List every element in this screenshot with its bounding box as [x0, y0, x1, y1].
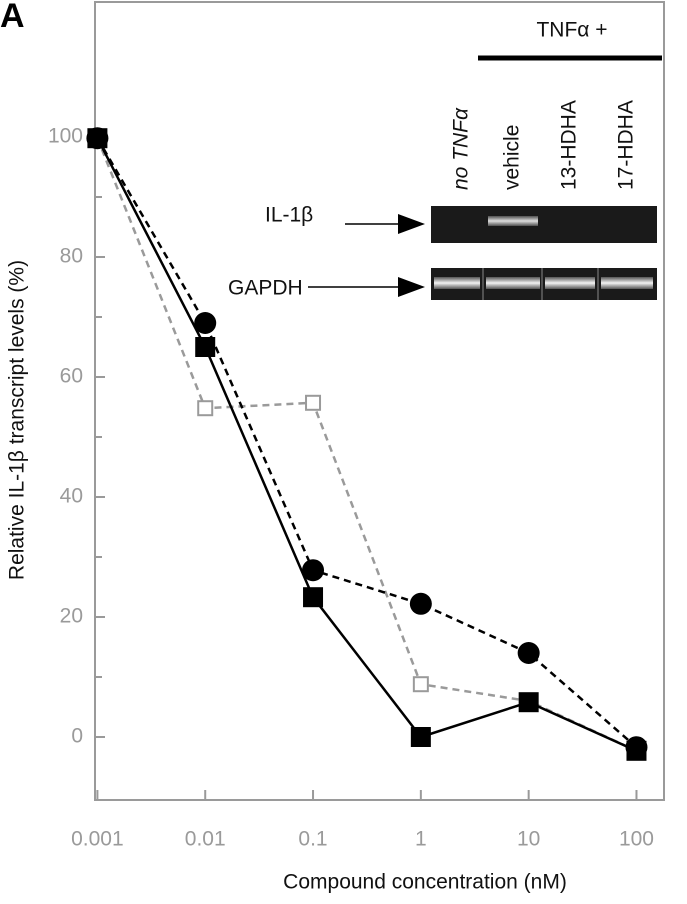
marker — [410, 727, 431, 747]
x-tick-label: 1 — [415, 828, 427, 851]
lane-label: no TNFα — [450, 107, 473, 190]
marker — [303, 587, 324, 608]
marker — [194, 312, 217, 334]
arrow-head — [398, 277, 425, 297]
gel-band — [601, 277, 653, 289]
plot-frame — [94, 1, 665, 801]
inset-header: TNFα + — [536, 19, 607, 42]
x-axis-label: Compound concentration (nM) — [283, 871, 567, 894]
row-label: GAPDH — [228, 277, 303, 300]
marker — [412, 676, 429, 693]
x-tick-label: 0.1 — [298, 828, 327, 851]
lane-label: 17-HDHA — [615, 100, 638, 190]
lane-label: 13-HDHA — [558, 100, 581, 190]
marker — [409, 592, 432, 615]
series-line — [96, 137, 637, 752]
row-label: IL-1β — [265, 204, 313, 227]
y-axis-label: Relative IL-1β transcript levels (%) — [6, 260, 29, 580]
y-tick-label: 40 — [60, 485, 83, 508]
marker — [197, 400, 214, 417]
panel-label: A — [0, 0, 25, 35]
y-tick-label: 60 — [60, 365, 83, 388]
gel-band — [486, 277, 540, 289]
x-tick-label: 0.001 — [71, 828, 124, 851]
marker — [626, 740, 647, 761]
marker — [302, 559, 325, 582]
gel-band — [488, 216, 538, 226]
lane-label: vehicle — [501, 125, 524, 190]
x-tick-label: 10 — [517, 828, 540, 851]
series-line — [96, 137, 638, 749]
y-tick-label: 100 — [48, 125, 83, 148]
marker — [87, 128, 108, 149]
marker — [195, 337, 216, 357]
marker — [305, 394, 322, 411]
x-tick-label: 0.01 — [185, 828, 226, 851]
y-tick-label: 20 — [60, 605, 83, 628]
gel-strip — [431, 206, 657, 243]
y-tick-label: 80 — [60, 245, 83, 268]
arrow-head — [398, 214, 425, 234]
gel-band — [545, 277, 595, 289]
inset: TNFα + no TNFα vehicle 13-HDHA 17-HDHA I… — [228, 19, 662, 300]
marker — [518, 692, 539, 713]
marker — [517, 642, 540, 664]
x-tick-label: 100 — [619, 828, 654, 851]
gel-band — [434, 277, 480, 289]
y-tick-label: 0 — [71, 725, 83, 748]
